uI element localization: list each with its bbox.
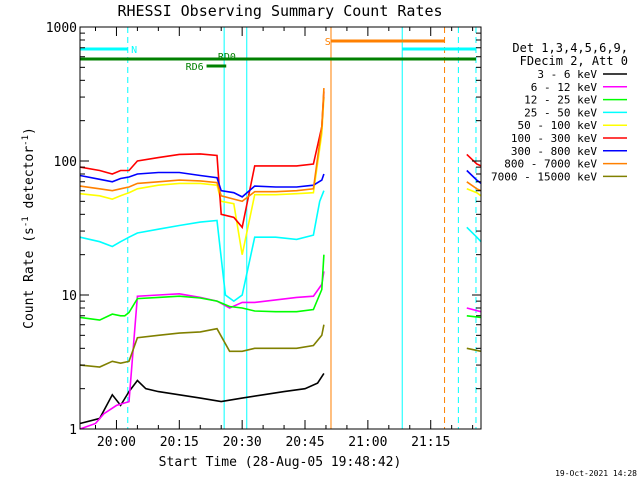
series-line-7-seg-0 xyxy=(79,88,325,203)
chart-title: RHESSI Observing Summary Count Rates xyxy=(117,2,442,20)
x-tick-label-4: 21:00 xyxy=(348,435,387,450)
y-axis-label-sup2: -1 xyxy=(21,135,31,146)
series-line-6-seg-0 xyxy=(79,171,325,198)
legend-header-line-2: FDecim 2, Att 0 xyxy=(520,54,628,68)
x-axis-label: Start Time (28-Aug-05 19:48:42) xyxy=(159,455,402,470)
y-tick-label-1: 10 xyxy=(61,289,77,304)
y-tick-label-2: 100 xyxy=(54,155,77,170)
footer-date: 19-Oct-2021 14:28 xyxy=(555,469,637,478)
y-axis-ticks: 1 10 100 1000 xyxy=(46,21,481,438)
y-tick-label-0: 1 xyxy=(69,423,77,438)
series-line-7-seg-1 xyxy=(466,181,482,192)
legend-label-5: 100 - 300 keV xyxy=(511,132,597,145)
series-line-0-seg-0 xyxy=(79,372,325,425)
legend-header-line-1: Det 1,3,4,5,6,9, xyxy=(512,41,628,55)
series-line-1-seg-0 xyxy=(79,271,325,430)
x-tick-label-2: 20:30 xyxy=(223,435,262,450)
series-line-8-seg-0 xyxy=(79,324,325,368)
series-line-5-seg-0 xyxy=(79,91,325,230)
x-tick-label-5: 21:15 xyxy=(411,435,450,450)
legend-label-3: 25 - 50 keV xyxy=(524,106,597,119)
plot-frame xyxy=(79,26,482,430)
flag-label-rd6-5: RD6 xyxy=(186,62,204,73)
flag-label-s-2: S xyxy=(325,37,331,48)
y-axis-label-sup1: -1 xyxy=(21,216,31,227)
series-line-2-seg-0 xyxy=(79,254,325,321)
flag-label-rd0-6: RD0 xyxy=(218,52,236,63)
flag-bars: N S RD6 RD0 xyxy=(80,37,476,73)
flag-label-n-0: N xyxy=(131,45,137,56)
y-tick-label-3: 1000 xyxy=(46,21,77,36)
attenuator-vlines xyxy=(79,27,477,429)
legend-label-6: 300 - 800 keV xyxy=(511,145,597,158)
series-lines xyxy=(79,88,482,430)
y-axis-label-end: ) xyxy=(22,127,37,135)
series-line-3-seg-0 xyxy=(79,190,325,303)
y-axis-label: Count Rate (s-1 detector-1) xyxy=(21,127,37,329)
y-axis-label-mid: detector xyxy=(22,146,37,217)
x-tick-label-0: 20:00 xyxy=(97,435,136,450)
legend-label-0: 3 - 6 keV xyxy=(537,68,597,81)
y-axis-label-main: Count Rate (s xyxy=(22,227,37,329)
series-line-1-seg-1 xyxy=(466,307,482,313)
legend-label-2: 12 - 25 keV xyxy=(524,94,597,107)
x-tick-label-3: 20:45 xyxy=(285,435,324,450)
x-axis-ticks: 20:00 20:15 20:30 20:45 21:00 21:15 xyxy=(95,27,474,450)
legend-label-8: 7000 - 15000 keV xyxy=(491,170,597,183)
x-tick-label-1: 20:15 xyxy=(160,435,199,450)
series-line-4-seg-1 xyxy=(466,188,482,197)
legend-label-1: 6 - 12 keV xyxy=(531,81,598,94)
legend-label-7: 800 - 7000 keV xyxy=(504,158,597,171)
series-line-8-seg-1 xyxy=(466,347,482,353)
legend: Det 1,3,4,5,6,9, FDecim 2, Att 0 3 - 6 k… xyxy=(491,41,628,183)
series-line-5-seg-1 xyxy=(466,153,482,167)
series-line-6-seg-1 xyxy=(466,169,482,185)
series-line-2-seg-1 xyxy=(466,315,482,319)
legend-label-4: 50 - 100 keV xyxy=(518,119,598,132)
series-line-3-seg-1 xyxy=(466,226,482,243)
